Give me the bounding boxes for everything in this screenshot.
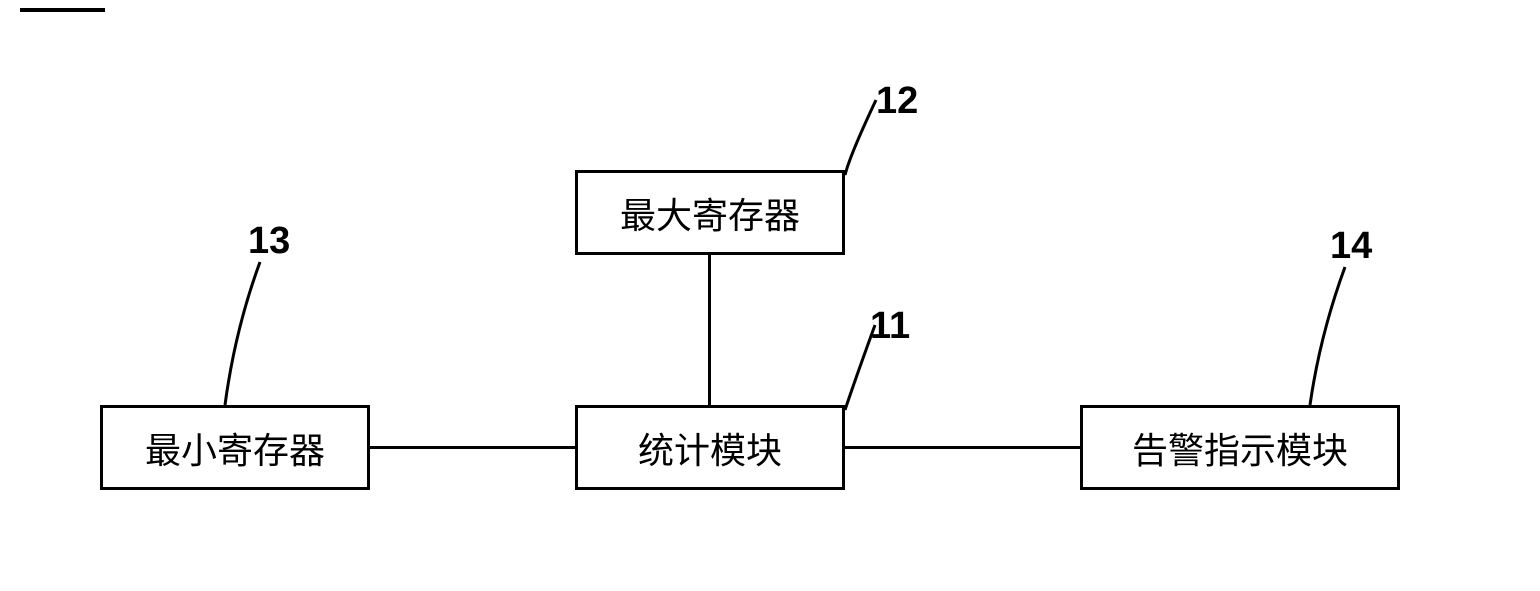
leader-svg [0,0,1540,591]
leader-13 [225,262,260,405]
leader-14 [1310,267,1345,405]
leader-12 [845,100,876,175]
leader-11 [845,325,875,410]
